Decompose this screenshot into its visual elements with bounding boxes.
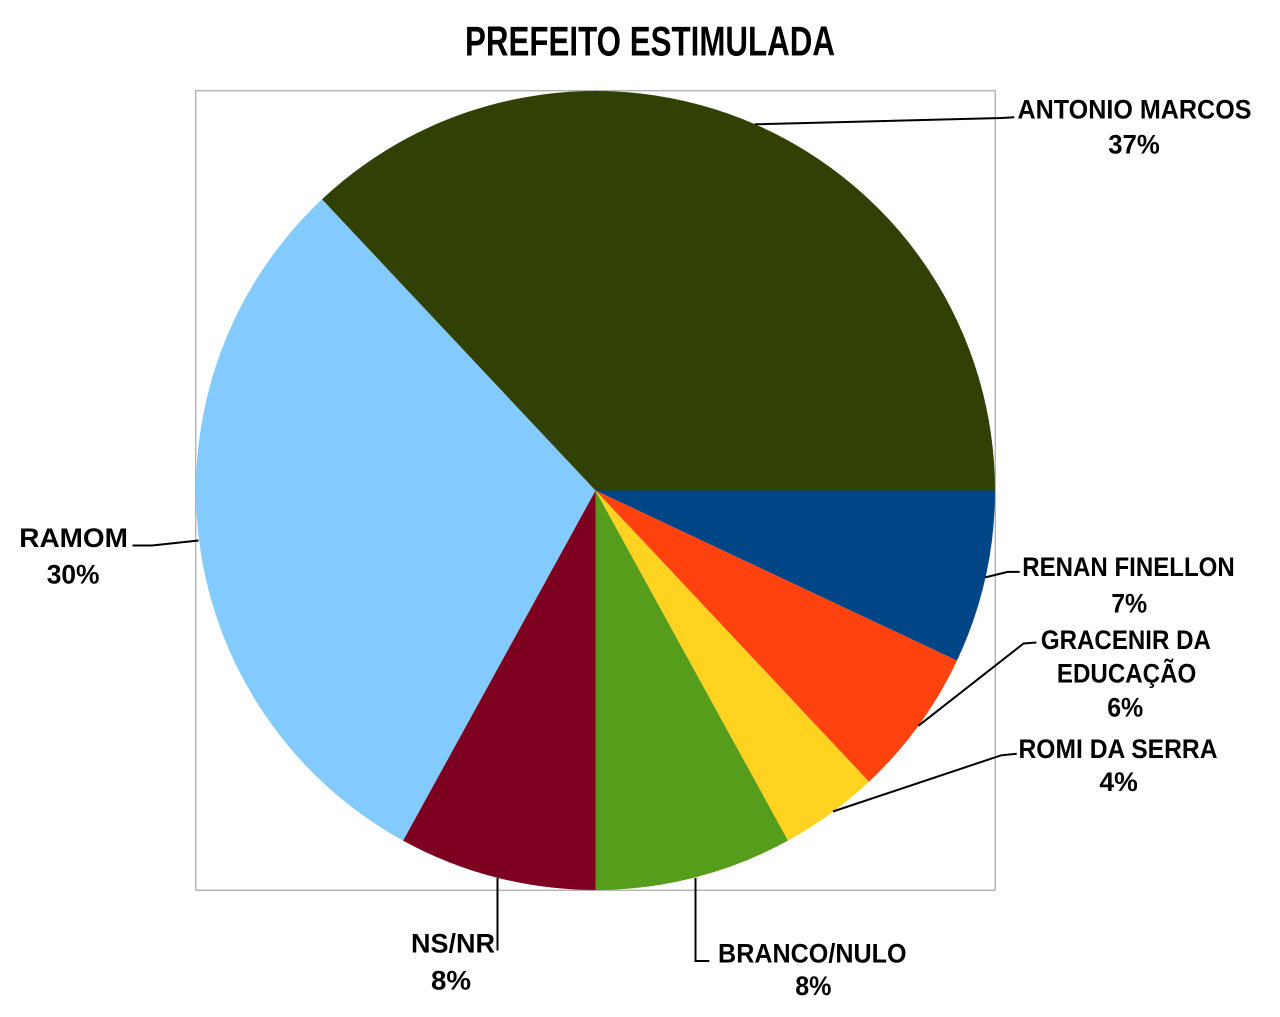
svg-text:ANTONIO MARCOS: ANTONIO MARCOS — [1018, 94, 1252, 124]
svg-text:37%: 37% — [1108, 129, 1160, 159]
svg-text:ROMI DA SERRA: ROMI DA SERRA — [1019, 734, 1218, 764]
svg-text:BRANCO/NULO: BRANCO/NULO — [718, 938, 907, 968]
svg-text:7%: 7% — [1111, 589, 1147, 619]
svg-text:RAMOM: RAMOM — [19, 523, 128, 553]
svg-text:4%: 4% — [1099, 767, 1138, 797]
svg-text:PREFEITO ESTIMULADA: PREFEITO ESTIMULADA — [465, 17, 835, 64]
svg-text:8%: 8% — [795, 971, 831, 1001]
svg-text:8%: 8% — [431, 966, 471, 996]
svg-text:RENAN FINELLON: RENAN FINELLON — [1022, 552, 1235, 582]
svg-text:6%: 6% — [1107, 693, 1143, 723]
svg-text:30%: 30% — [47, 560, 100, 590]
svg-text:GRACENIR DA: GRACENIR DA — [1041, 625, 1211, 655]
svg-text:NS/NR: NS/NR — [411, 929, 495, 959]
svg-text:EDUCAÇÃO: EDUCAÇÃO — [1057, 658, 1197, 689]
